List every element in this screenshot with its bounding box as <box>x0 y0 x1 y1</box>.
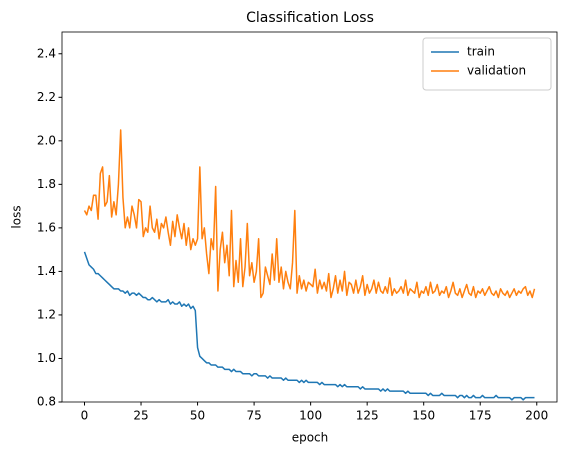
y-tick-label: 1.6 <box>37 220 56 234</box>
y-tick-label: 2.4 <box>37 46 56 60</box>
line-series <box>83 251 535 401</box>
x-tick-label: 100 <box>299 409 322 423</box>
y-tick-label: 2.2 <box>37 90 56 104</box>
y-tick-label: 1.2 <box>37 307 56 321</box>
y-tick-label: 1.8 <box>37 177 56 191</box>
x-tick-label: 150 <box>412 409 435 423</box>
x-axis-label: epoch <box>292 431 329 445</box>
x-tick-label: 25 <box>133 409 148 423</box>
y-tick-label: 1.0 <box>37 351 56 365</box>
x-tick-label: 0 <box>81 409 89 423</box>
x-tick-label: 50 <box>190 409 205 423</box>
chart-title: Classification Loss <box>246 10 374 26</box>
y-axis-label: loss <box>10 205 24 228</box>
legend-label: validation <box>467 64 526 78</box>
x-tick-label: 200 <box>525 409 548 423</box>
legend-label: train <box>467 45 495 59</box>
x-tick-label: 175 <box>469 409 492 423</box>
legend-box <box>422 37 552 91</box>
x-tick-label: 75 <box>246 409 261 423</box>
x-tick-label: 125 <box>356 409 379 423</box>
y-tick-label: 0.8 <box>37 395 56 409</box>
y-tick-label: 2.0 <box>37 133 56 147</box>
plot-frame <box>61 31 558 403</box>
y-tick-label: 1.4 <box>37 264 56 278</box>
line-series <box>83 129 536 299</box>
